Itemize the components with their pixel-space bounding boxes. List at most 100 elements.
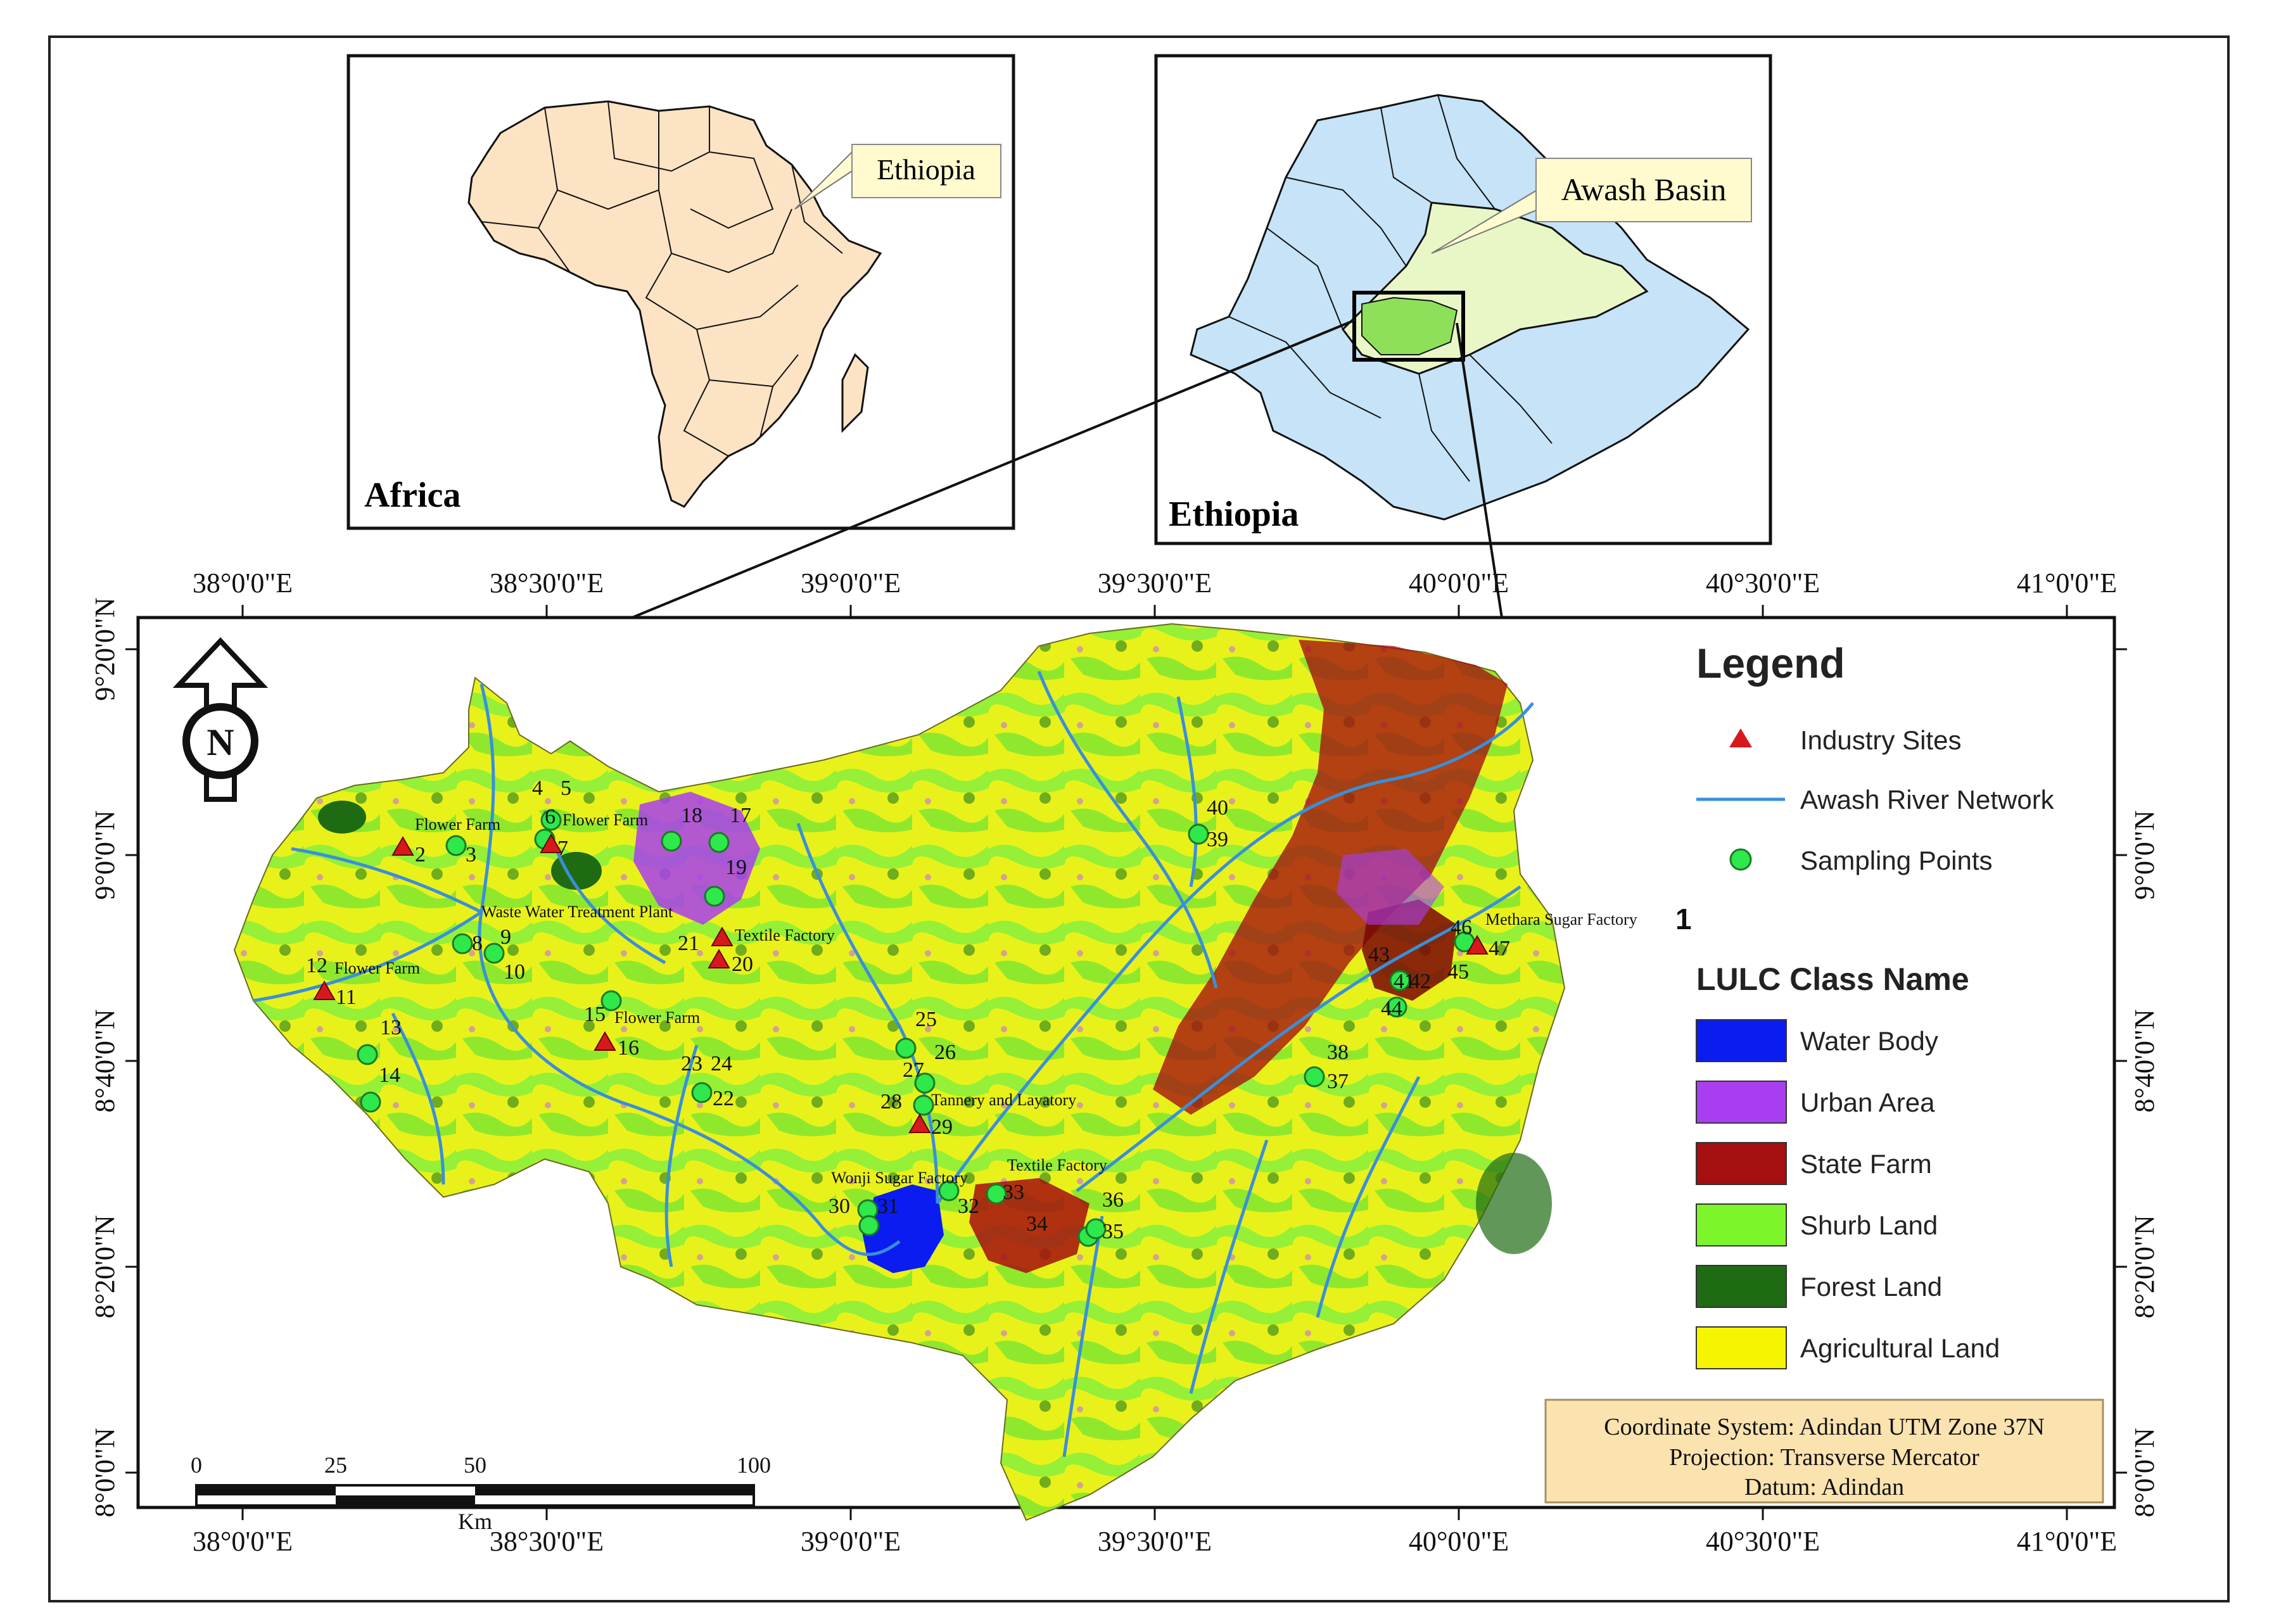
sampling-points — [357, 809, 1475, 1247]
lulc-swatch — [1696, 1142, 1787, 1185]
site-number-label: 4 — [532, 777, 543, 800]
facility-label: Flower Farm — [415, 815, 500, 834]
sampling-point — [895, 1037, 917, 1059]
lat-label-right: 8°0'0"N — [2129, 1428, 2160, 1517]
lulc-label: State Farm — [1800, 1149, 1932, 1179]
industry-site — [1466, 934, 1489, 955]
industry-site — [708, 948, 730, 968]
site-number-label: 21 — [678, 932, 699, 955]
legend-item-label: Sampling Points — [1800, 846, 1993, 875]
lon-label-bottom: 39°0'0"E — [801, 1526, 901, 1557]
lat-label-left: 8°40'0"N — [89, 1009, 120, 1112]
urban-area-east — [1337, 849, 1444, 925]
industry-site — [711, 926, 734, 946]
site-number-label: 12 — [306, 954, 327, 977]
sampling-point — [452, 933, 473, 955]
legend-item-label: Awash River Network — [1800, 785, 2055, 815]
site-number-label: 15 — [584, 1003, 606, 1026]
scale-bar: 0 25 50 100 Km — [191, 1452, 771, 1534]
sampling-point — [913, 1094, 934, 1116]
legend-industry-symbol — [1729, 728, 1752, 747]
site-number-label: 34 — [1026, 1212, 1048, 1236]
facility-label: Flower Farm — [562, 811, 648, 829]
industry-site — [594, 1031, 616, 1051]
site-number-label: 27 — [903, 1058, 924, 1082]
site-number-label: 43 — [1368, 943, 1390, 967]
lulc-swatch — [1696, 1081, 1787, 1124]
coordinate-info-box: Coordinate System: Adindan UTM Zone 37N … — [1544, 1399, 2104, 1504]
lulc-title: LULC Class Name — [1696, 961, 1969, 997]
site-number-labels: 4 5 6 7 2 3 8 9 10 12 11 13 14 15 16 17 … — [306, 777, 1510, 1243]
forest-patch — [318, 801, 366, 834]
site-number-label: 47 — [1489, 937, 1510, 960]
site-number-label: 13 — [380, 1016, 402, 1039]
lulc-label: Shurb Land — [1800, 1210, 1938, 1240]
site-number-label: 14 — [379, 1063, 400, 1087]
lon-label-bottom: 40°30'0"E — [1706, 1526, 1820, 1557]
lulc-label: Forest Land — [1800, 1272, 1942, 1302]
awash-basin-lulc — [233, 623, 1566, 1521]
africa-inset-title: Africa — [364, 476, 461, 515]
sampling-point — [661, 830, 682, 852]
site-number-label: 20 — [732, 953, 753, 976]
lulc-label: Agricultural Land — [1800, 1333, 2000, 1363]
site-number-label: 10 — [504, 960, 525, 984]
info-line: Datum: Adindan — [1744, 1474, 1904, 1500]
lat-label-left: 9°0'0"N — [89, 810, 120, 899]
site-number-label: 45 — [1447, 960, 1469, 984]
sampling-point — [357, 1044, 378, 1065]
facility-label: Flower Farm — [334, 959, 420, 977]
site-number-label: 18 — [681, 804, 702, 827]
facility-labels: Flower Farm Flower Farm Waste Water Trea… — [334, 811, 1637, 1187]
facility-label: Textile Factory — [1007, 1156, 1107, 1174]
urban-area-addis — [633, 792, 760, 925]
legend-item-label: Industry Sites — [1800, 725, 1961, 755]
facility-label: Textile Factory — [735, 926, 835, 944]
scale-tick-label: 0 — [191, 1452, 202, 1478]
lon-label-bottom: 38°0'0"E — [193, 1526, 293, 1557]
sampling-point — [483, 942, 505, 964]
sampling-point — [600, 990, 622, 1012]
sampling-point — [1386, 996, 1407, 1018]
lat-label-right: 8°20'0"N — [2129, 1215, 2160, 1318]
legend-title: Legend — [1696, 640, 1845, 687]
site-number-label: 31 — [877, 1195, 899, 1218]
sampling-point — [1304, 1066, 1325, 1088]
sampling-point — [708, 832, 730, 853]
lon-label-top: 41°0'0"E — [2017, 568, 2117, 599]
scale-tick-label: 50 — [464, 1452, 486, 1478]
industry-site — [540, 833, 562, 853]
site-number-label: 41 — [1394, 970, 1415, 993]
site-number-label: 40 — [1207, 796, 1228, 820]
site-number-label: 35 — [1102, 1220, 1124, 1243]
site-number-label: 39 — [1207, 828, 1228, 851]
sampling-point — [445, 835, 467, 856]
site-number-label: 38 — [1327, 1041, 1349, 1064]
site-number-label: 30 — [829, 1195, 850, 1218]
site-number-label: 26 — [934, 1041, 956, 1064]
study-area-box — [1352, 291, 1465, 362]
lon-label-top: 39°30'0"E — [1098, 568, 1212, 599]
sampling-point — [1389, 970, 1411, 991]
site-number-label: 24 — [711, 1052, 732, 1075]
lon-label-top: 40°0'0"E — [1409, 568, 1509, 599]
lon-label-top: 38°0'0"E — [193, 568, 293, 599]
site-number-label: 46 — [1451, 916, 1472, 939]
state-farm-east — [1153, 640, 1508, 1115]
lulc-swatch — [1696, 1203, 1787, 1247]
site-number-label: 32 — [958, 1195, 979, 1218]
forest-patch — [551, 852, 602, 890]
sampling-point — [1085, 1218, 1107, 1240]
lon-label-top: 39°0'0"E — [801, 568, 901, 599]
sampling-point — [986, 1183, 1007, 1205]
ethiopia-callout-label: Ethiopia — [877, 153, 975, 186]
lulc-label: Water Body — [1800, 1026, 1938, 1056]
info-line: Coordinate System: Adindan UTM Zone 37N — [1604, 1414, 2045, 1440]
ethiopia-inset: Awash Basin Ethiopia — [1154, 54, 1772, 545]
site-number-label: 8 — [472, 932, 483, 955]
scale-unit-label: Km — [458, 1509, 492, 1534]
lat-label-right: 9°0'0"N — [2129, 810, 2160, 899]
industry-site — [313, 980, 336, 1000]
site-number-label: 29 — [931, 1115, 953, 1139]
site-number-label: 28 — [880, 1090, 902, 1113]
